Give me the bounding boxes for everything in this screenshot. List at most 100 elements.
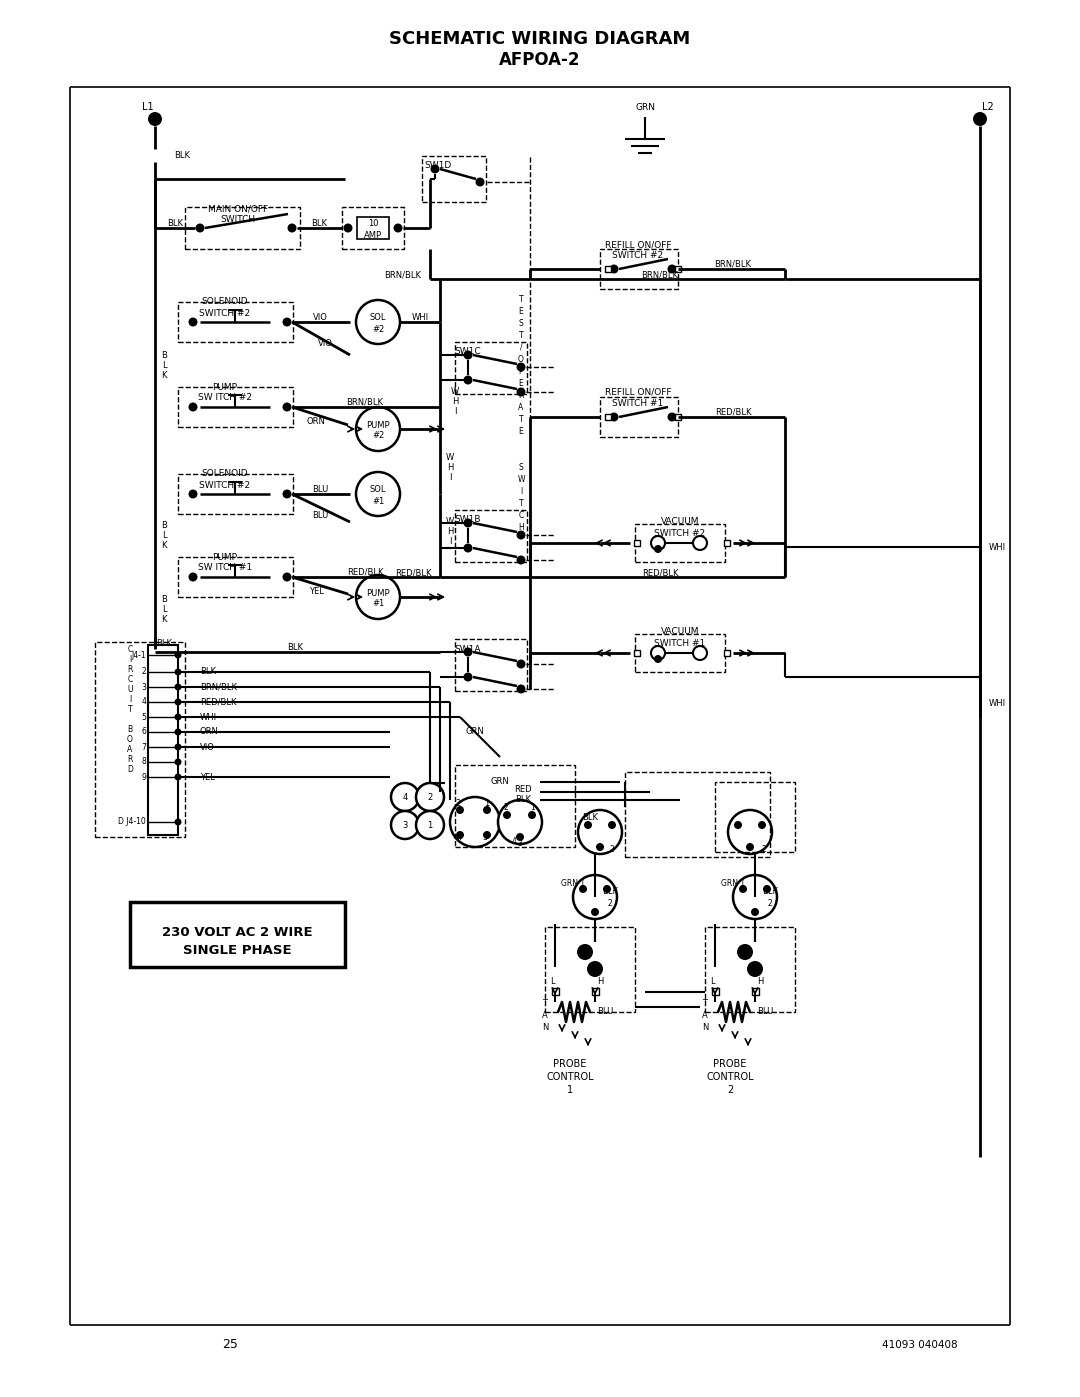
Circle shape xyxy=(734,821,742,828)
Bar xyxy=(724,541,730,546)
Circle shape xyxy=(175,759,181,766)
Text: ORN: ORN xyxy=(200,728,219,736)
Circle shape xyxy=(667,264,676,274)
Circle shape xyxy=(148,112,162,126)
Text: 8: 8 xyxy=(141,757,146,767)
Text: RED/BLK: RED/BLK xyxy=(642,569,678,577)
Text: /: / xyxy=(519,342,523,352)
Text: A: A xyxy=(127,745,133,753)
Bar xyxy=(752,988,758,995)
Bar xyxy=(592,988,598,995)
Text: B: B xyxy=(161,351,167,359)
Text: SW1B: SW1B xyxy=(455,514,482,524)
Circle shape xyxy=(356,576,400,619)
Text: 1: 1 xyxy=(567,1085,573,1095)
Circle shape xyxy=(516,556,526,564)
Text: #2: #2 xyxy=(372,324,384,334)
Text: SOL: SOL xyxy=(369,313,387,323)
Circle shape xyxy=(283,317,292,327)
Text: A: A xyxy=(542,1011,548,1020)
Circle shape xyxy=(175,669,181,676)
Bar xyxy=(178,302,293,342)
Text: R: R xyxy=(518,391,524,400)
Text: BLK: BLK xyxy=(167,218,183,228)
Circle shape xyxy=(283,489,292,499)
Circle shape xyxy=(516,387,526,397)
Circle shape xyxy=(573,875,617,919)
Text: H: H xyxy=(518,522,524,531)
Text: T: T xyxy=(518,331,524,339)
Text: PUMP: PUMP xyxy=(366,588,390,598)
Text: RED/BLK: RED/BLK xyxy=(347,567,383,577)
Text: GRN: GRN xyxy=(490,778,510,787)
Circle shape xyxy=(654,655,662,664)
Circle shape xyxy=(189,573,198,581)
Bar xyxy=(455,342,527,394)
Circle shape xyxy=(463,672,473,682)
Text: 230 VOLT AC 2 WIRE: 230 VOLT AC 2 WIRE xyxy=(162,925,312,939)
Text: REFILL ON/OFF: REFILL ON/OFF xyxy=(605,387,672,397)
Text: SOLENOID: SOLENOID xyxy=(202,298,248,306)
Bar xyxy=(600,249,678,289)
Circle shape xyxy=(450,798,500,847)
Circle shape xyxy=(667,412,676,422)
Text: SOLENOID: SOLENOID xyxy=(202,468,248,478)
Bar xyxy=(705,928,795,1011)
Text: 1: 1 xyxy=(530,802,536,812)
Text: 2: 2 xyxy=(768,900,772,908)
Text: N: N xyxy=(542,1024,549,1032)
Circle shape xyxy=(973,112,987,126)
Text: BLU: BLU xyxy=(597,1007,613,1017)
Text: ORN: ORN xyxy=(307,418,325,426)
Circle shape xyxy=(463,543,473,552)
Text: 4: 4 xyxy=(512,837,516,845)
Text: SCHEMATIC WIRING DIAGRAM: SCHEMATIC WIRING DIAGRAM xyxy=(390,29,690,47)
Text: C: C xyxy=(518,510,524,520)
Text: CONTROL: CONTROL xyxy=(546,1071,594,1083)
Text: #1: #1 xyxy=(372,599,384,609)
Text: PUMP: PUMP xyxy=(213,383,238,391)
Text: #1: #1 xyxy=(372,496,384,506)
Text: 2: 2 xyxy=(141,668,146,676)
Text: 3: 3 xyxy=(403,820,407,830)
Circle shape xyxy=(728,810,772,854)
Circle shape xyxy=(751,908,759,916)
Bar xyxy=(712,988,718,995)
Text: SOL: SOL xyxy=(369,486,387,495)
Text: 2: 2 xyxy=(608,900,612,908)
Circle shape xyxy=(343,224,352,232)
Circle shape xyxy=(603,886,611,893)
Bar xyxy=(455,766,575,847)
Circle shape xyxy=(175,683,181,690)
Text: L: L xyxy=(162,605,166,615)
Circle shape xyxy=(584,821,592,828)
Bar xyxy=(455,510,527,562)
Text: I: I xyxy=(129,655,131,664)
Circle shape xyxy=(175,728,181,735)
Circle shape xyxy=(175,819,181,826)
Bar xyxy=(600,397,678,437)
Text: 2: 2 xyxy=(609,845,615,854)
Text: SINGLE PHASE: SINGLE PHASE xyxy=(183,943,292,957)
Text: VIO: VIO xyxy=(318,339,333,348)
Text: U: U xyxy=(127,685,133,693)
Text: BLU: BLU xyxy=(757,1007,773,1017)
Bar xyxy=(178,557,293,597)
Circle shape xyxy=(733,875,777,919)
Text: L2: L2 xyxy=(982,102,994,112)
Text: I: I xyxy=(454,408,456,416)
Text: RED/BLK: RED/BLK xyxy=(395,569,432,577)
Circle shape xyxy=(416,782,444,812)
Circle shape xyxy=(758,821,766,828)
Text: SWITCH #1: SWITCH #1 xyxy=(612,398,663,408)
Circle shape xyxy=(356,472,400,515)
Text: WHI: WHI xyxy=(411,313,429,321)
Text: W: W xyxy=(446,453,454,461)
Text: AFPOA-2: AFPOA-2 xyxy=(499,52,581,68)
Text: CONTROL: CONTROL xyxy=(706,1071,754,1083)
Circle shape xyxy=(463,647,473,657)
Circle shape xyxy=(651,645,665,659)
Bar xyxy=(635,634,725,672)
Text: L: L xyxy=(550,978,554,986)
Text: 2: 2 xyxy=(456,799,461,807)
